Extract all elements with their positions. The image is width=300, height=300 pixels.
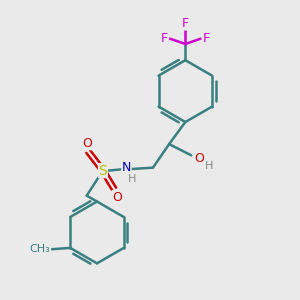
Text: O: O xyxy=(82,137,92,150)
Text: O: O xyxy=(112,190,122,204)
Text: H: H xyxy=(128,174,136,184)
Text: F: F xyxy=(161,32,168,45)
Text: F: F xyxy=(182,17,189,30)
Text: N: N xyxy=(122,161,131,174)
Text: F: F xyxy=(202,32,209,45)
Text: H: H xyxy=(205,160,214,171)
Text: CH₃: CH₃ xyxy=(30,244,51,254)
Text: S: S xyxy=(98,164,107,178)
Text: O: O xyxy=(194,152,204,165)
